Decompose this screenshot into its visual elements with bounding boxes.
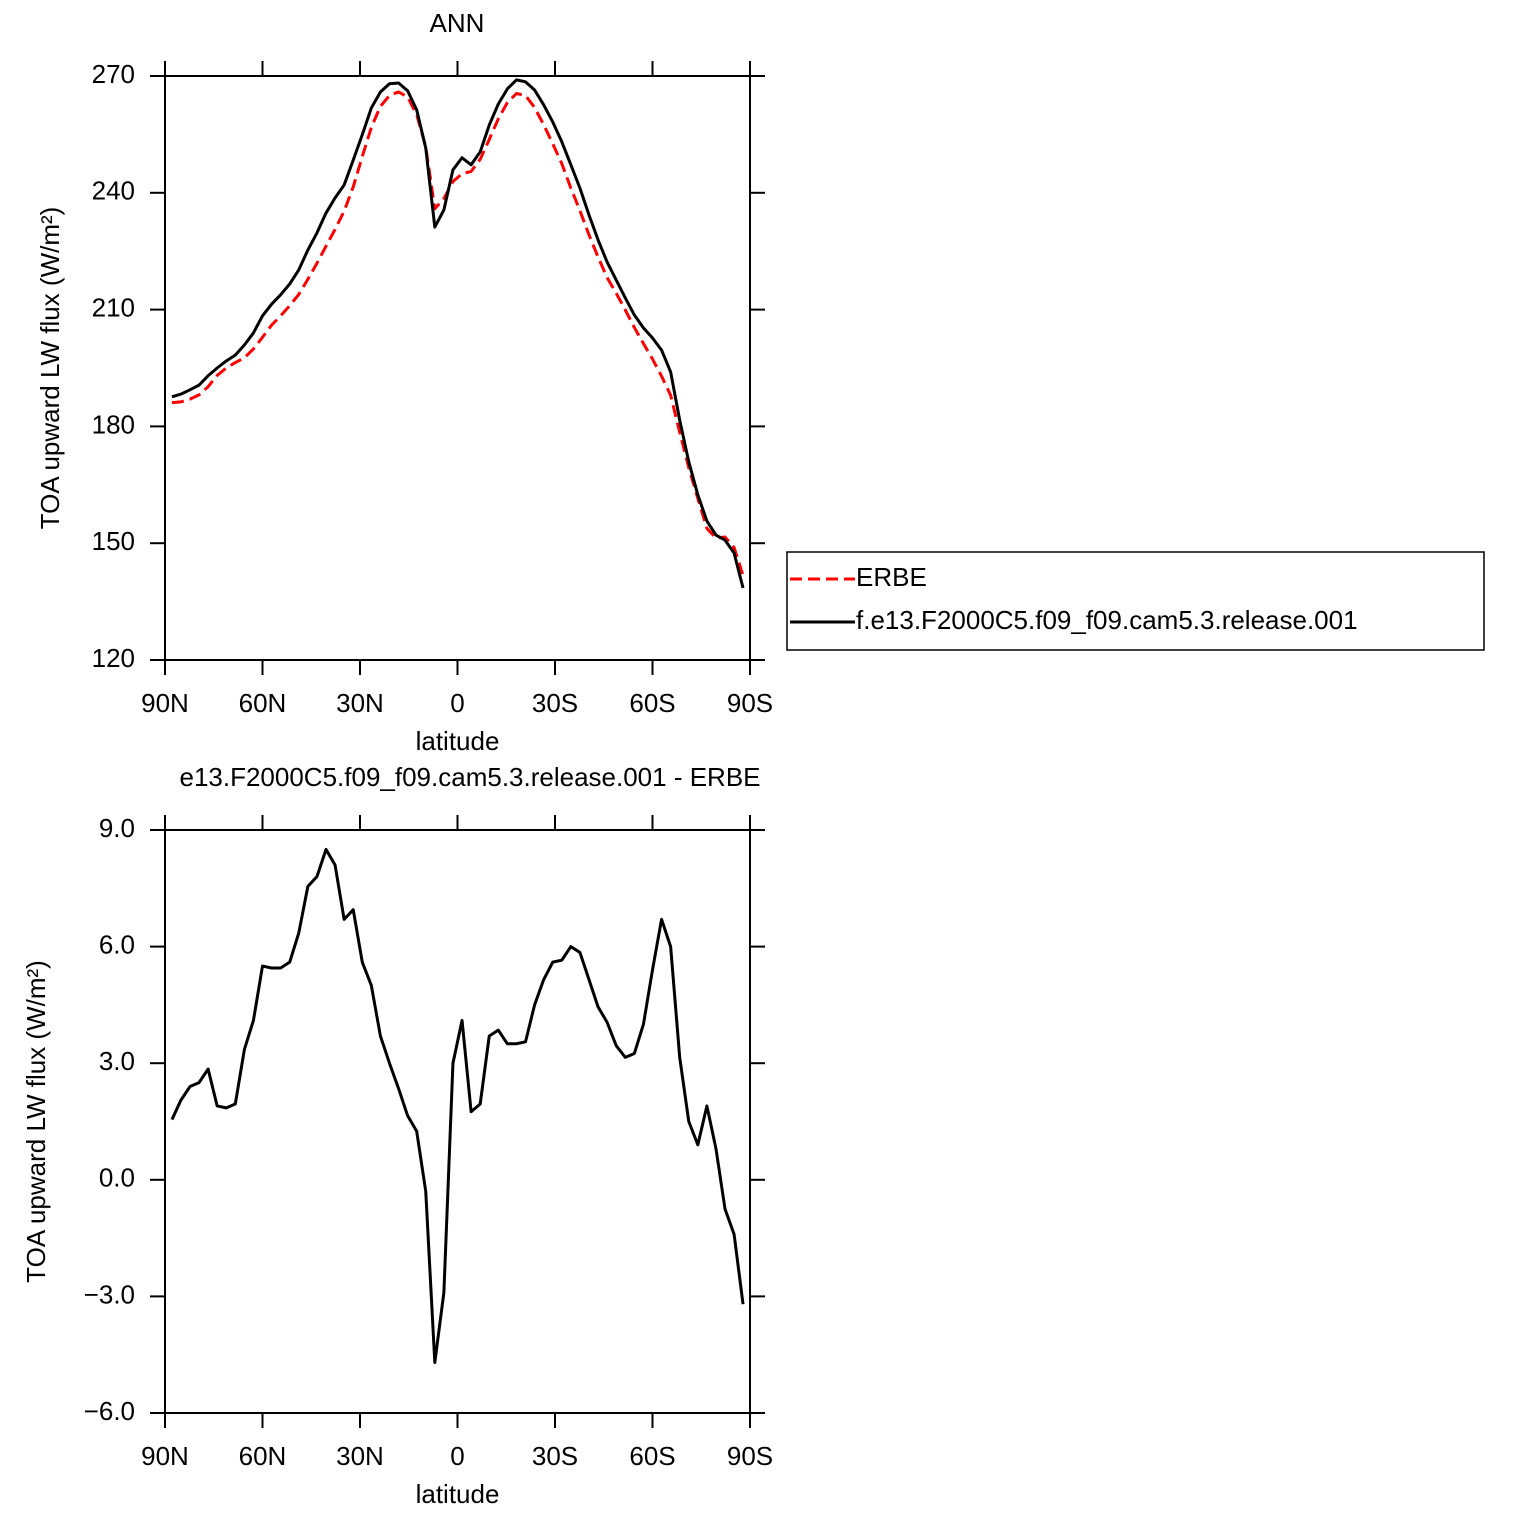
y-tick-label: 180 — [92, 409, 135, 439]
x-tick-label: 60N — [239, 1441, 287, 1471]
x-tick-label: 90S — [727, 1441, 773, 1471]
x-tick-label: 60S — [629, 1441, 675, 1471]
x-tick-label: 90S — [727, 688, 773, 718]
y-axis-label: TOA upward LW flux (W/m²) — [21, 960, 51, 1283]
legend-label: f.e13.F2000C5.f09_f09.cam5.3.release.001 — [856, 605, 1358, 635]
y-tick-label: 6.0 — [99, 929, 135, 959]
x-axis-label: latitude — [416, 1479, 500, 1509]
y-tick-label: 9.0 — [99, 813, 135, 843]
x-tick-label: 90N — [141, 1441, 189, 1471]
x-tick-label: 30S — [532, 688, 578, 718]
plot-frame — [164, 829, 751, 1414]
x-tick-label: 30N — [336, 688, 384, 718]
x-tick-label: 30N — [336, 1441, 384, 1471]
chart-title: ANN — [430, 8, 485, 38]
y-tick-label: 3.0 — [99, 1046, 135, 1076]
chart-title: e13.F2000C5.f09_f09.cam5.3.release.001 -… — [179, 762, 760, 792]
x-tick-label: 60N — [239, 688, 287, 718]
x-axis-label: latitude — [416, 726, 500, 756]
y-tick-label: 150 — [92, 526, 135, 556]
legend-box — [786, 551, 1485, 651]
x-tick-label: 30S — [532, 1441, 578, 1471]
y-tick-label: −6.0 — [84, 1396, 135, 1426]
legend-label: ERBE — [856, 562, 927, 592]
y-tick-label: 120 — [92, 643, 135, 673]
x-tick-label: 90N — [141, 688, 189, 718]
y-tick-label: 240 — [92, 176, 135, 206]
data-line — [171, 90, 745, 576]
y-tick-label: 210 — [92, 292, 135, 322]
x-tick-label: 60S — [629, 688, 675, 718]
x-tick-label: 0 — [450, 1441, 464, 1471]
y-axis-label: TOA upward LW flux (W/m²) — [35, 207, 65, 530]
y-tick-label: 270 — [92, 59, 135, 89]
data-line — [171, 78, 745, 589]
data-line — [170, 847, 745, 1364]
plot-frame — [164, 75, 751, 661]
x-tick-label: 0 — [450, 688, 464, 718]
y-tick-label: 0.0 — [99, 1163, 135, 1193]
y-tick-label: −3.0 — [84, 1279, 135, 1309]
legend: ERBE f.e13.F2000C5.f09_f09.cam5.3.release… — [786, 551, 1485, 651]
